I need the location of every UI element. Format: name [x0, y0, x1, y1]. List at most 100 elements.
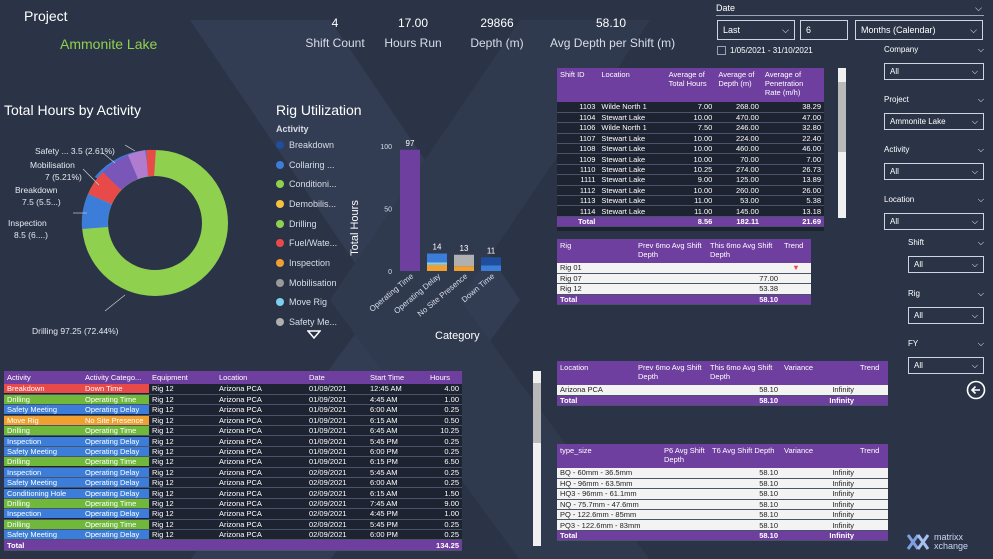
column-header[interactable]: type_size	[557, 444, 661, 468]
donut-chart[interactable]: Safety ... 3.5 (2.61%) Mobilisation 7 (5…	[0, 120, 270, 350]
chevron-down-icon[interactable]: ⌵	[977, 95, 984, 104]
fy-dropdown[interactable]: All ⌵	[908, 357, 984, 374]
column-header[interactable]: Variance	[781, 361, 857, 385]
chevron-down-icon[interactable]: ⌵	[977, 289, 984, 298]
project-dropdown[interactable]: Ammonite Lake ⌵	[884, 113, 984, 130]
activity-row[interactable]: Drilling Operating Time Rig 12 Arizona PCA 0…	[4, 519, 462, 530]
bar-segment[interactable]	[481, 265, 501, 272]
activity-row[interactable]: Inspection Operating Delay Rig 12 Arizona P…	[4, 508, 462, 520]
table-row[interactable]: HQ - 96mm - 63.5mm 58.10 Infinity	[557, 478, 888, 490]
scroll-thumb[interactable]	[838, 82, 846, 152]
table-row[interactable]: PQ3 - 122.6mm - 83mm 58.10 Infinity	[557, 519, 888, 531]
rig-utilization-chart[interactable]: Total Hours 0 50 100 97 Operating Time 14 Oper…	[340, 128, 515, 348]
column-header[interactable]: Trend	[857, 361, 888, 385]
slice-breakdown[interactable]	[88, 171, 122, 205]
shift-table-scrollbar[interactable]	[838, 68, 846, 218]
legend-item[interactable]: Safety Me...	[276, 312, 366, 332]
table-row[interactable]: 1110 Stewart Lake 10.25 274.00 26.73	[557, 164, 824, 176]
table-row[interactable]: NQ - 75.7mm - 47.6mm 58.10 Infinity	[557, 499, 888, 511]
legend-item[interactable]: Breakdown	[276, 135, 366, 155]
column-header[interactable]: Trend	[857, 444, 888, 468]
table-row[interactable]: HQ3 - 96mm - 61.1mm 58.10 Infinity	[557, 488, 888, 500]
legend-more-icon[interactable]	[307, 330, 321, 340]
table-row[interactable]: 1109 Stewart Lake 10.00 70.00 7.00	[557, 153, 824, 165]
table-row[interactable]: 1111 Stewart Lake 9.00 125.00 13.89	[557, 174, 824, 186]
column-header[interactable]: Average of Depth (m)	[715, 68, 762, 102]
bar-segment[interactable]	[427, 253, 447, 263]
shift-dropdown[interactable]: All ⌵	[908, 256, 984, 273]
scroll-thumb[interactable]	[533, 383, 541, 443]
company-dropdown[interactable]: All ⌵	[884, 63, 984, 80]
back-arrow-icon[interactable]	[966, 380, 986, 400]
table-row[interactable]: Arizona PCA 58.10 Infinity	[557, 385, 888, 396]
legend-item[interactable]: Collaring ...	[276, 155, 366, 175]
column-header[interactable]: Average of Penetration Rate (m/h)	[761, 68, 824, 102]
date-count-input[interactable]: 6	[800, 20, 848, 40]
column-header[interactable]: Variance	[781, 444, 857, 468]
activity-row[interactable]: Drilling Operating Time Rig 12 Arizona PCA 0…	[4, 394, 462, 406]
bar-segment[interactable]	[427, 264, 447, 271]
column-header[interactable]: Shift ID	[557, 68, 599, 102]
bar-operating-delay[interactable]	[427, 253, 447, 272]
column-header[interactable]: This 6mo Avg Shift Depth	[707, 361, 781, 385]
date-checkbox[interactable]	[717, 46, 726, 55]
table-row[interactable]: 1107 Stewart Lake 10.00 224.00 22.40	[557, 133, 824, 145]
table-row[interactable]: BQ - 60mm - 36.5mm 58.10 Infinity	[557, 468, 888, 479]
legend-item[interactable]: Mobilisation	[276, 273, 366, 293]
chevron-down-icon[interactable]: ⌵	[977, 339, 984, 348]
bar-segment[interactable]	[427, 262, 447, 265]
activity-row[interactable]: Safety Meeting Operating Delay Rig 12 Arizo…	[4, 477, 462, 489]
bar-segment[interactable]	[400, 149, 420, 271]
table-row[interactable]: 1113 Stewart Lake 11.00 53.00 5.38	[557, 195, 824, 207]
activity-dropdown[interactable]: All ⌵	[884, 163, 984, 180]
rig-dropdown[interactable]: All ⌵	[908, 307, 984, 324]
chevron-down-icon[interactable]: ⌵	[977, 195, 984, 204]
legend-item[interactable]: Inspection	[276, 253, 366, 273]
activity-row[interactable]: Move Rig No Site Presence Rig 12 Arizona PC…	[4, 415, 462, 427]
legend-item[interactable]: Fuel/Wate...	[276, 233, 366, 253]
legend-item[interactable]: Drilling	[276, 214, 366, 234]
chevron-down-icon[interactable]: ⌵	[975, 3, 982, 13]
bar-no-site-presence[interactable]	[454, 254, 474, 271]
table-row[interactable]: 1108 Stewart Lake 10.00 460.00 46.00	[557, 143, 824, 155]
column-header[interactable]: Equipment	[149, 371, 216, 384]
activity-row[interactable]: Drilling Operating Time Rig 12 Arizona PCA 0…	[4, 456, 462, 468]
table-row[interactable]: Rig 12 53.38	[557, 283, 811, 295]
activity-row[interactable]: Safety Meeting Operating Delay Rig 12 Arizo…	[4, 529, 462, 541]
column-header[interactable]: Average of Total Hours	[665, 68, 716, 102]
activity-row[interactable]: Drilling Operating Time Rig 12 Arizona PCA 0…	[4, 425, 462, 437]
bar-segment[interactable]	[454, 254, 474, 267]
chevron-down-icon[interactable]: ⌵	[977, 238, 984, 247]
table-row[interactable]: 1103 Wilde North 1 7.00 268.00 38.29	[557, 102, 824, 113]
bar-segment[interactable]	[481, 257, 501, 266]
column-header[interactable]: Prev 6mo Avg Shift Depth	[635, 239, 707, 263]
date-mode-select[interactable]: Last ⌵	[717, 20, 795, 40]
column-header[interactable]: Rig	[557, 239, 635, 263]
chevron-down-icon[interactable]: ⌵	[977, 145, 984, 154]
column-header[interactable]: Hours	[427, 371, 462, 384]
column-header[interactable]: Location	[598, 68, 666, 102]
legend-item[interactable]: Conditioni...	[276, 174, 366, 194]
activity-row[interactable]: Inspection Operating Delay Rig 12 Arizona P…	[4, 467, 462, 479]
table-row[interactable]: Rig 01 ▼	[557, 263, 811, 274]
activity-row[interactable]: Safety Meeting Operating Delay Rig 12 Arizo…	[4, 404, 462, 416]
column-header[interactable]: T6 Avg Shift Depth	[709, 444, 781, 468]
date-unit-select[interactable]: Months (Calendar) ⌵	[855, 20, 983, 40]
column-header[interactable]: P6 Avg Shift Depth	[661, 444, 709, 468]
table-row[interactable]: 1106 Wilde North 1 7.50 246.00 32.80	[557, 122, 824, 134]
bar-down-time[interactable]	[481, 257, 501, 271]
activity-row[interactable]: Inspection Operating Delay Rig 12 Arizona P…	[4, 435, 462, 447]
column-header[interactable]: Activity	[4, 371, 82, 384]
activity-row[interactable]: Breakdown Down Time Rig 12 Arizona PCA 01/09…	[4, 384, 462, 395]
legend-item[interactable]: Demobilis...	[276, 194, 366, 214]
column-header[interactable]: This 6mo Avg Shift Depth	[707, 239, 781, 263]
column-header[interactable]: Date	[306, 371, 367, 384]
table-row[interactable]: 1112 Stewart Lake 10.00 260.00 26.00	[557, 185, 824, 197]
activity-row[interactable]: Safety Meeting Operating Delay Rig 12 Arizo…	[4, 446, 462, 458]
activity-table-scrollbar[interactable]	[533, 371, 541, 546]
chevron-down-icon[interactable]: ⌵	[977, 45, 984, 54]
column-header[interactable]: Location	[216, 371, 306, 384]
activity-row[interactable]: Drilling Operating Time Rig 12 Arizona PCA 0…	[4, 498, 462, 510]
slice-inspection[interactable]	[81, 193, 113, 229]
column-header[interactable]: Activity Catego...	[82, 371, 149, 384]
